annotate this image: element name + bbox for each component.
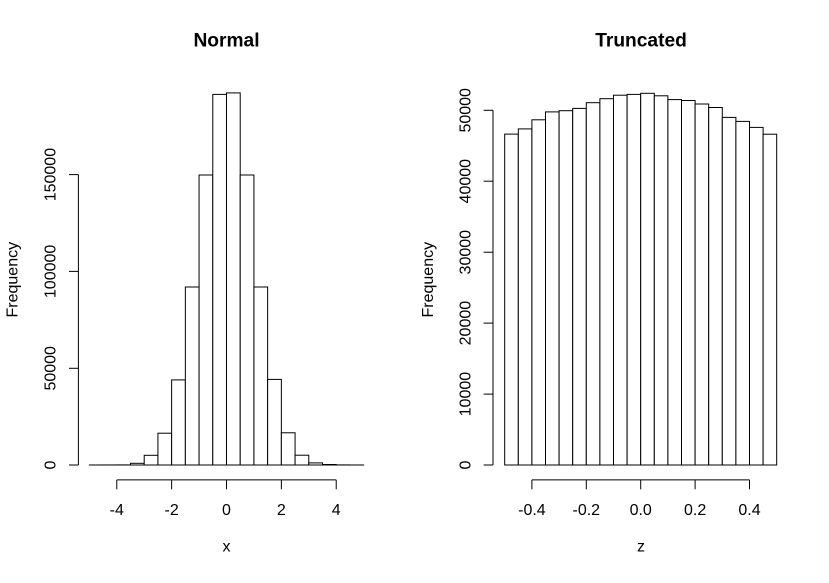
svg-text:40000: 40000	[458, 159, 475, 204]
svg-text:0: 0	[222, 502, 231, 519]
svg-text:0.0: 0.0	[630, 502, 652, 519]
svg-text:0.4: 0.4	[738, 502, 760, 519]
svg-text:-2: -2	[165, 502, 179, 519]
svg-text:Truncated: Truncated	[595, 31, 687, 52]
svg-text:150000: 150000	[42, 148, 59, 201]
svg-text:0.2: 0.2	[684, 502, 706, 519]
svg-text:0: 0	[458, 460, 475, 469]
svg-text:0: 0	[42, 460, 59, 469]
svg-text:-0.2: -0.2	[573, 502, 601, 519]
svg-text:50000: 50000	[42, 346, 59, 391]
svg-text:Frequency: Frequency	[4, 242, 21, 318]
svg-text:10000: 10000	[458, 372, 475, 417]
svg-text:-4: -4	[110, 502, 124, 519]
svg-text:100000: 100000	[42, 245, 59, 298]
svg-text:20000: 20000	[458, 301, 475, 346]
svg-text:2: 2	[277, 502, 286, 519]
svg-text:Normal: Normal	[193, 31, 259, 52]
svg-text:4: 4	[332, 502, 341, 519]
svg-text:Frequency: Frequency	[420, 242, 437, 318]
svg-text:30000: 30000	[458, 230, 475, 275]
svg-text:z: z	[637, 539, 645, 556]
svg-text:x: x	[223, 539, 231, 556]
svg-text:-0.4: -0.4	[518, 502, 546, 519]
svg-text:50000: 50000	[458, 88, 475, 133]
